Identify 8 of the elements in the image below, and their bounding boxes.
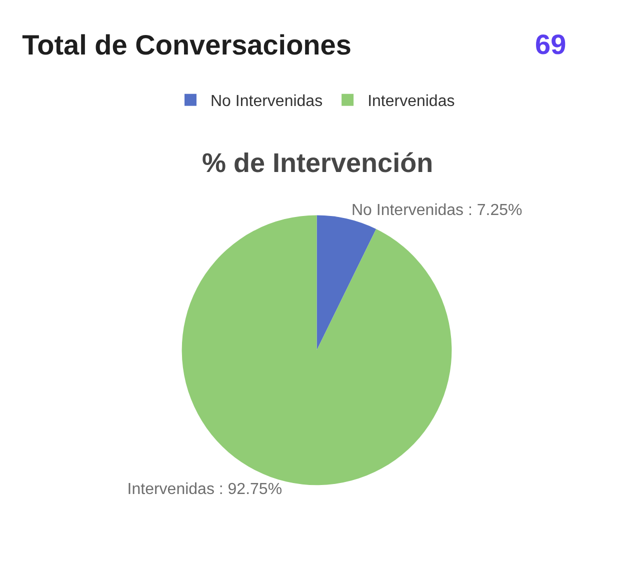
- data-label: Intervenidas : 92.75%: [127, 481, 282, 498]
- pie-slice: [316, 215, 376, 350]
- text: 69: [535, 29, 566, 60]
- text: % de Intervención: [202, 148, 434, 178]
- legend-label: Intervenidas: [368, 93, 455, 110]
- chart-title: Total de Conversaciones: [22, 29, 352, 60]
- legend-label: No Intervenidas: [210, 93, 323, 110]
- data-label: No Intervenidas : 7.25%: [351, 202, 522, 220]
